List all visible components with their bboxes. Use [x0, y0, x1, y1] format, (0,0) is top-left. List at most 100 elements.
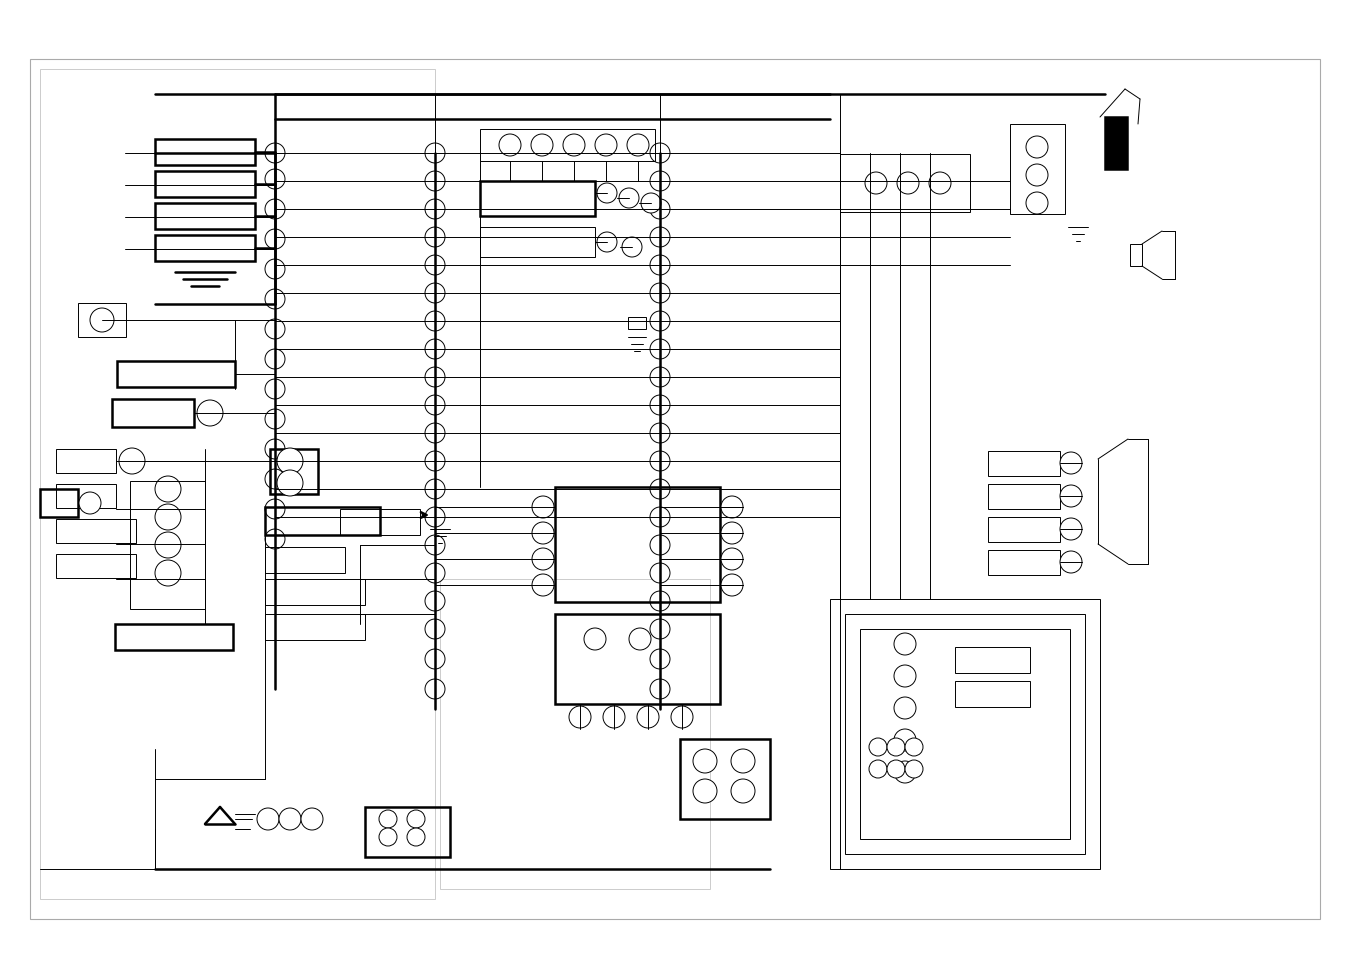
Bar	[130, 481, 205, 609]
Circle shape	[721, 497, 743, 518]
Circle shape	[277, 449, 302, 475]
Circle shape	[265, 290, 285, 310]
Circle shape	[1026, 193, 1048, 214]
Circle shape	[265, 260, 285, 280]
Bar	[265, 507, 379, 536]
Circle shape	[1026, 137, 1048, 159]
Bar	[155, 172, 255, 198]
Circle shape	[425, 423, 446, 443]
Circle shape	[265, 439, 285, 459]
Circle shape	[425, 679, 446, 700]
Circle shape	[649, 507, 670, 527]
Circle shape	[379, 828, 397, 846]
Circle shape	[869, 760, 887, 779]
Circle shape	[887, 760, 905, 779]
Circle shape	[585, 628, 606, 650]
Circle shape	[425, 395, 446, 416]
Circle shape	[265, 530, 285, 550]
Bar	[988, 452, 1060, 476]
Circle shape	[649, 255, 670, 275]
Circle shape	[563, 135, 585, 157]
Circle shape	[649, 479, 670, 499]
Bar	[830, 599, 1100, 869]
Circle shape	[532, 548, 553, 571]
Circle shape	[425, 284, 446, 304]
Circle shape	[425, 228, 446, 248]
Circle shape	[1060, 485, 1081, 507]
Circle shape	[265, 379, 285, 399]
Circle shape	[265, 410, 285, 430]
Circle shape	[265, 200, 285, 220]
Circle shape	[595, 135, 617, 157]
Bar	[117, 361, 235, 388]
Circle shape	[425, 144, 446, 164]
Bar	[555, 488, 720, 602]
Bar	[40, 70, 435, 899]
Circle shape	[671, 706, 693, 728]
Circle shape	[425, 507, 446, 527]
Bar	[1106, 118, 1127, 170]
Bar	[988, 551, 1060, 576]
Circle shape	[649, 339, 670, 359]
Circle shape	[894, 634, 917, 656]
Circle shape	[649, 368, 670, 388]
Circle shape	[649, 592, 670, 612]
Circle shape	[406, 810, 425, 828]
Circle shape	[597, 184, 617, 204]
Circle shape	[425, 649, 446, 669]
Circle shape	[425, 368, 446, 388]
Circle shape	[500, 135, 521, 157]
Circle shape	[425, 452, 446, 472]
Circle shape	[425, 312, 446, 332]
Bar	[845, 615, 1085, 854]
Circle shape	[649, 423, 670, 443]
Bar	[55, 519, 136, 543]
Circle shape	[532, 575, 553, 597]
Bar	[1130, 245, 1142, 267]
Circle shape	[649, 679, 670, 700]
Circle shape	[721, 548, 743, 571]
Circle shape	[90, 309, 113, 333]
Circle shape	[1060, 518, 1081, 540]
Circle shape	[155, 560, 181, 586]
Circle shape	[649, 649, 670, 669]
Circle shape	[896, 172, 919, 194]
Circle shape	[425, 563, 446, 583]
Circle shape	[425, 339, 446, 359]
Bar	[265, 547, 346, 574]
Circle shape	[265, 144, 285, 164]
Circle shape	[425, 479, 446, 499]
Circle shape	[693, 780, 717, 803]
Bar	[680, 740, 769, 820]
Circle shape	[425, 592, 446, 612]
Bar	[954, 681, 1030, 707]
Circle shape	[869, 739, 887, 757]
Bar	[112, 399, 194, 428]
Circle shape	[904, 760, 923, 779]
Circle shape	[425, 172, 446, 192]
Circle shape	[649, 144, 670, 164]
Circle shape	[894, 665, 917, 687]
Bar	[40, 490, 78, 517]
Circle shape	[155, 533, 181, 558]
Circle shape	[568, 706, 591, 728]
Circle shape	[265, 230, 285, 250]
Bar	[440, 579, 710, 889]
Circle shape	[265, 499, 285, 519]
Bar	[481, 130, 655, 162]
Circle shape	[425, 536, 446, 556]
Bar	[115, 624, 234, 650]
Circle shape	[425, 255, 446, 275]
Circle shape	[649, 563, 670, 583]
Circle shape	[425, 619, 446, 639]
Circle shape	[649, 312, 670, 332]
Circle shape	[277, 471, 302, 497]
Circle shape	[626, 135, 649, 157]
Bar	[555, 615, 720, 704]
Bar	[55, 555, 136, 578]
Circle shape	[649, 172, 670, 192]
Circle shape	[637, 706, 659, 728]
Circle shape	[265, 470, 285, 490]
Circle shape	[265, 350, 285, 370]
Circle shape	[649, 452, 670, 472]
